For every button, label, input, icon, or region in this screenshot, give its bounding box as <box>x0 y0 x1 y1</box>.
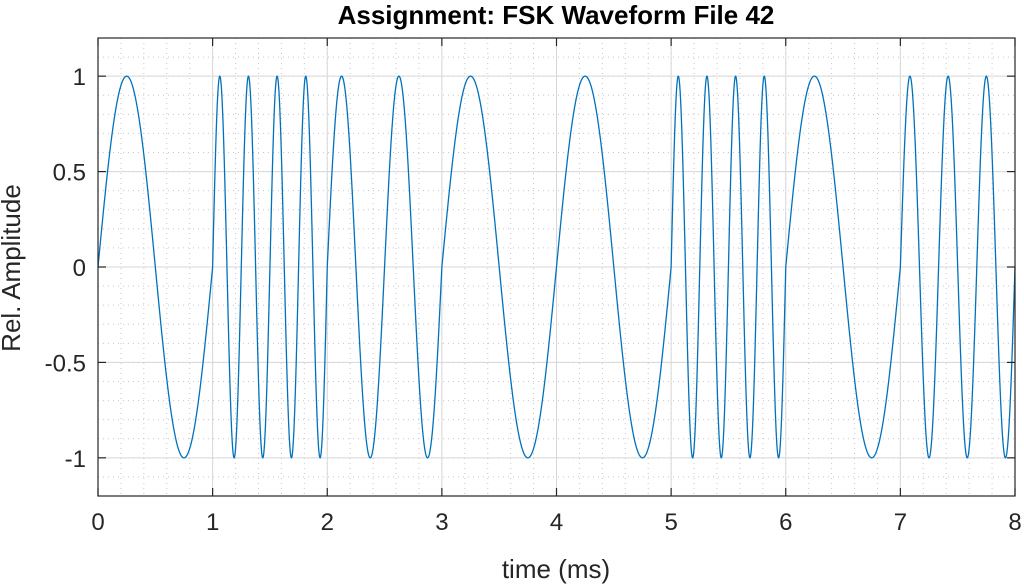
x-tick-label: 7 <box>894 509 907 536</box>
x-tick-labels: 0 1 2 3 4 5 6 7 8 <box>91 509 1021 536</box>
x-tick-label: 2 <box>321 509 334 536</box>
y-tick-label: 1 <box>73 64 86 91</box>
x-tick-label: 1 <box>206 509 219 536</box>
y-tick-label: 0.5 <box>53 160 86 187</box>
x-tick-label: 3 <box>435 509 448 536</box>
x-tick-label: 5 <box>664 509 677 536</box>
y-tick-label: 0 <box>73 255 86 282</box>
x-tick-label: 8 <box>1008 509 1021 536</box>
y-tick-label: -0.5 <box>45 350 86 377</box>
tick-marks <box>97 38 1016 496</box>
x-axis-label: time (ms) <box>502 554 610 584</box>
x-tick-label: 6 <box>779 509 792 536</box>
chart-title: Assignment: FSK Waveform File 42 <box>338 0 775 30</box>
y-tick-label: -1 <box>65 446 86 473</box>
waveform-line <box>97 75 1016 459</box>
x-tick-label: 4 <box>550 509 563 536</box>
x-tick-label: 0 <box>91 509 104 536</box>
y-tick-labels: -1 -0.5 0 0.5 1 <box>45 64 86 473</box>
y-axis-label: Rel. Amplitude <box>0 184 26 352</box>
